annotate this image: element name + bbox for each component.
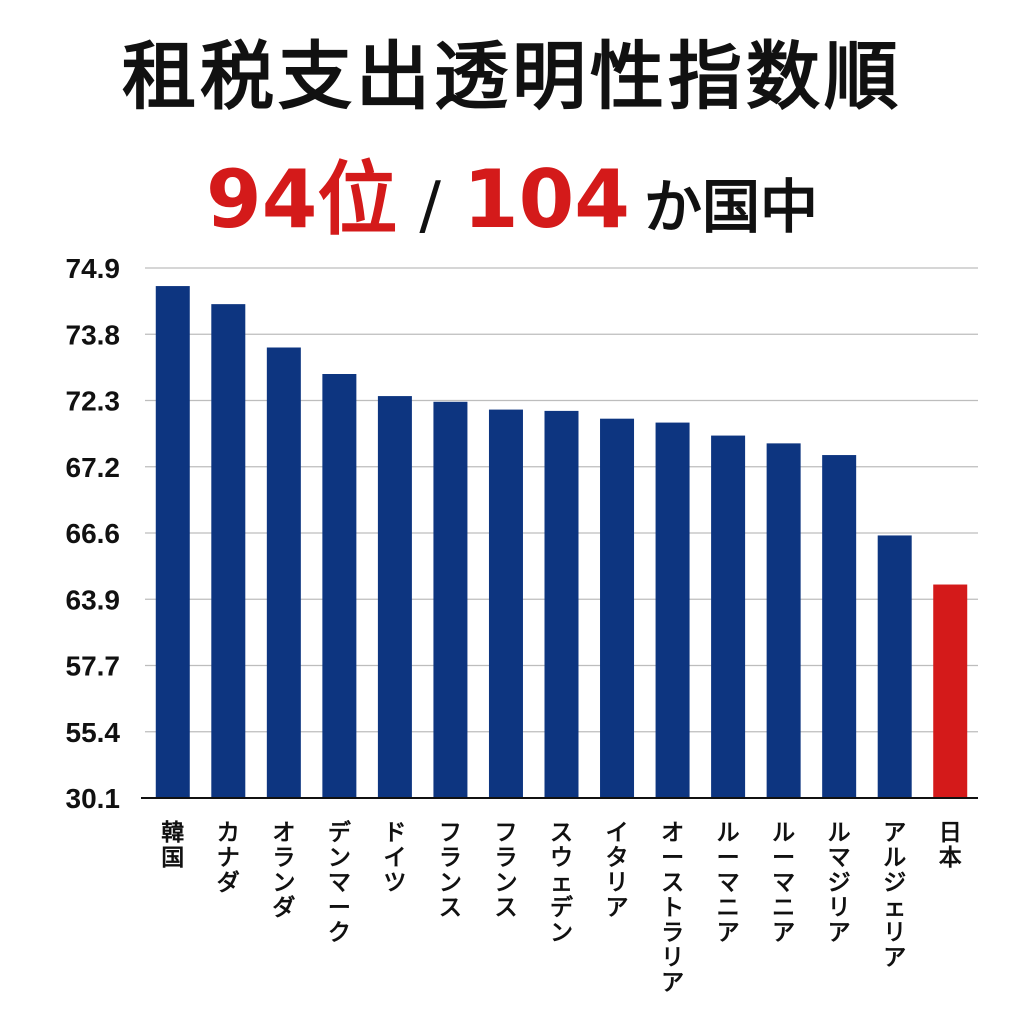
x-tick-label: フランス [494,820,517,921]
x-tick-label: オランダ [272,820,295,921]
x-tick-label: 韓国 [161,819,184,871]
bar [544,410,579,798]
bar [711,435,746,798]
x-tick-label: オーストラリア [661,820,684,996]
x-tick-label: カナダ [217,820,240,896]
bar [488,409,523,798]
x-tick-label: フランス [439,820,462,921]
y-tick-label: 74.9 [66,253,121,284]
chart-title: 租税支出透明性指数順 [122,34,902,120]
x-tick-label: ルマジリア [828,820,851,946]
x-tick-label: 日本 [939,820,962,871]
x-tick-label: アルジェリア [883,820,906,971]
rank-suffix: か国中 [643,173,818,241]
y-tick-label: 66.6 [66,518,121,549]
y-tick-label: 30.1 [66,783,121,814]
y-tick-label: 67.2 [66,452,121,483]
x-tick-label: スウェデン [550,820,574,946]
bar [877,535,912,798]
bar [211,304,246,798]
rank-total: 104 [462,153,630,246]
y-tick-label: 73.8 [66,319,121,350]
rank-slash: / [419,169,441,243]
y-tick-label: 72.3 [66,386,121,417]
x-tick-label: ルーマニア [717,820,740,946]
bar [433,401,468,798]
x-tick-label: ルーマニア [772,820,795,946]
x-tick-label: イタリア [606,820,629,921]
y-tick-label: 55.4 [66,717,121,748]
bar [766,443,801,798]
rank-value: 94位 [206,153,398,246]
y-tick-label: 63.9 [66,584,121,615]
x-tick-label: デンマーク [328,819,352,946]
bar [322,374,357,798]
bar [822,455,857,798]
bar [655,422,690,798]
bar [266,347,301,798]
bar-highlight [933,584,968,798]
x-tick-label: ドイツ [383,820,406,896]
bar [377,396,412,798]
bar [600,418,635,798]
bar [155,286,190,798]
y-tick-label: 57.7 [66,651,121,682]
rank-line: 94位/104 か国中 [0,160,1024,240]
